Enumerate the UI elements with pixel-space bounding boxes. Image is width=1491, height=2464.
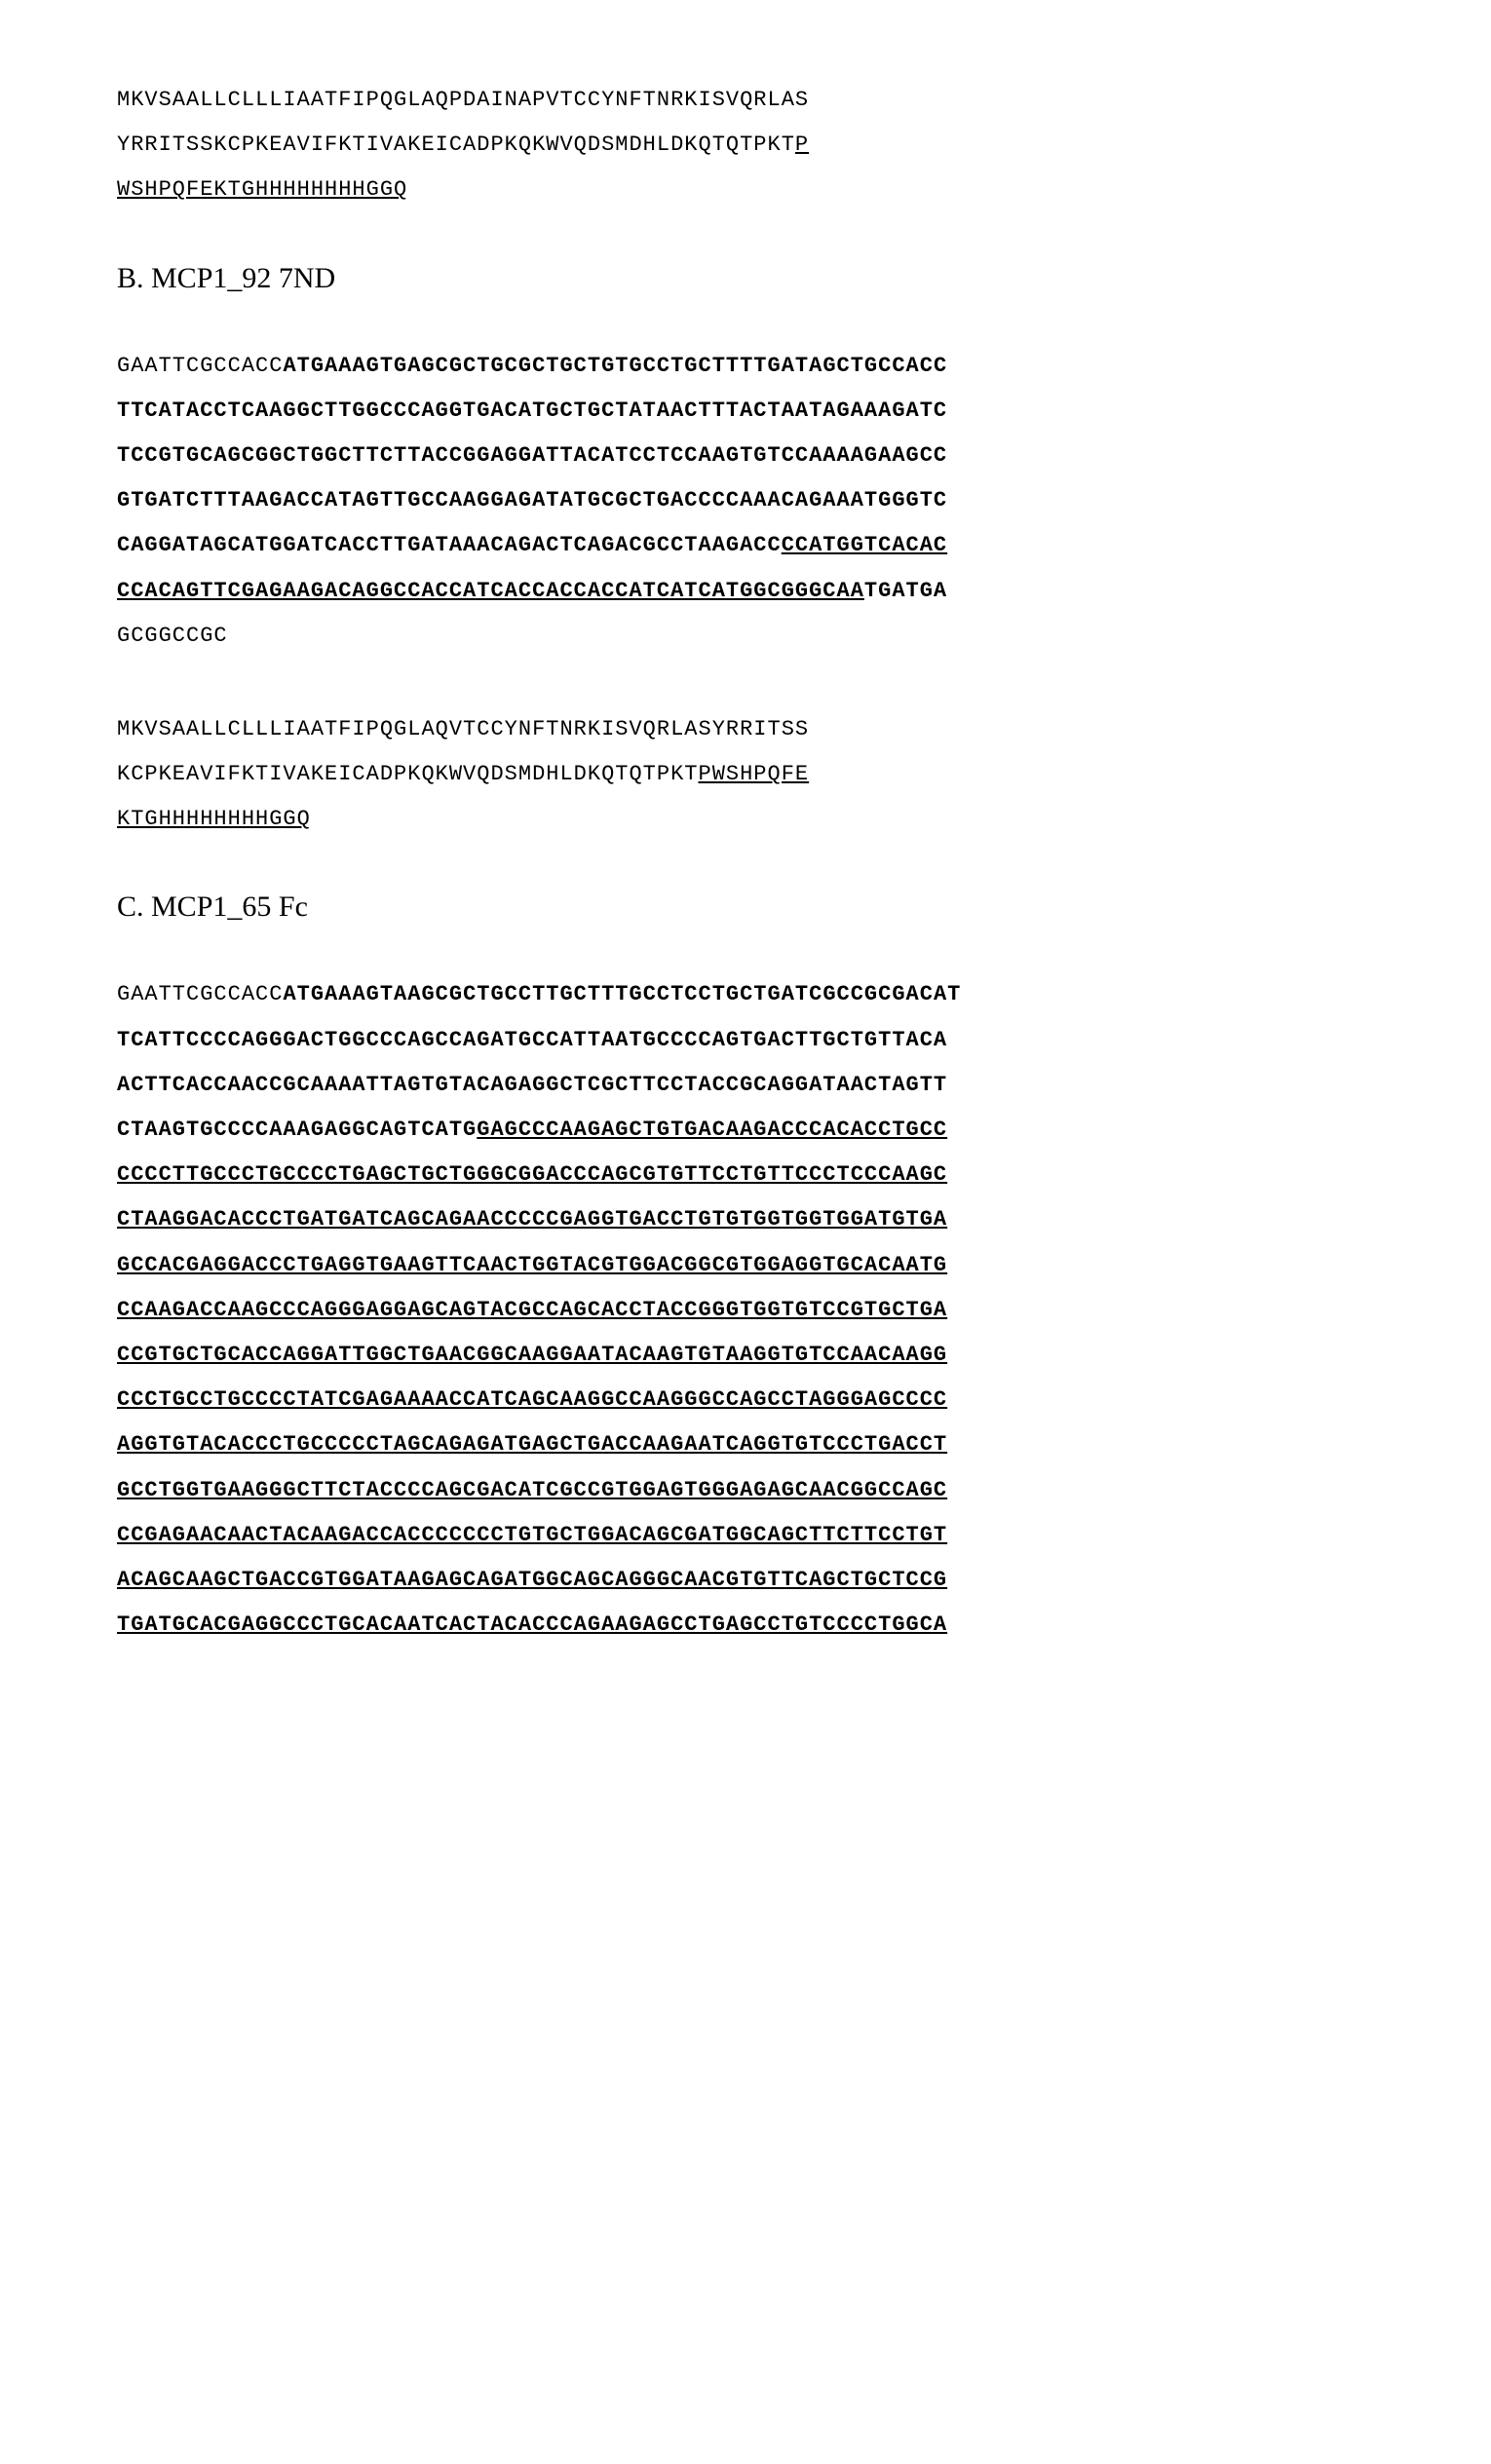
dna-seq-b: GAATTCGCCACCATGAAAGTGAGCGCTGCGCTGCTGTGCC… <box>117 344 1374 659</box>
protein-plain-1: MKVSAALLCLLLIAATFIPQGLAQPDAINAPVTCCYNFTN… <box>117 88 809 157</box>
heading-b: B. MCP1_92 7ND <box>117 262 1374 295</box>
protein-seq-1: MKVSAALLCLLLIAATFIPQGLAQPDAINAPVTCCYNFTN… <box>117 78 1374 213</box>
dna-c-boldul1: GAGCCCAAGAGCTGTGACAAGACCCACACCTGCC CCCCT… <box>117 1118 947 1637</box>
dna-seq-c: GAATTCGCCACCATGAAAGTAAGCGCTGCCTTGCTTTGCC… <box>117 972 1374 1648</box>
dna-b-bold2: TGATGA <box>864 579 947 603</box>
protein-seq-b: MKVSAALLCLLLIAATFIPQGLAQVTCCYNFTNRKISVQR… <box>117 707 1374 843</box>
heading-c: C. MCP1_65 Fc <box>117 891 1374 924</box>
dna-b-bold1: ATGAAAGTGAGCGCTGCGCTGCTGTGCCTGCTTTTGATAG… <box>117 354 947 558</box>
dna-b-plain2: GCGGCCGC <box>117 624 228 648</box>
dna-c-plain1: GAATTCGCCACC <box>117 982 283 1006</box>
dna-b-plain1: GAATTCGCCACC <box>117 354 283 378</box>
